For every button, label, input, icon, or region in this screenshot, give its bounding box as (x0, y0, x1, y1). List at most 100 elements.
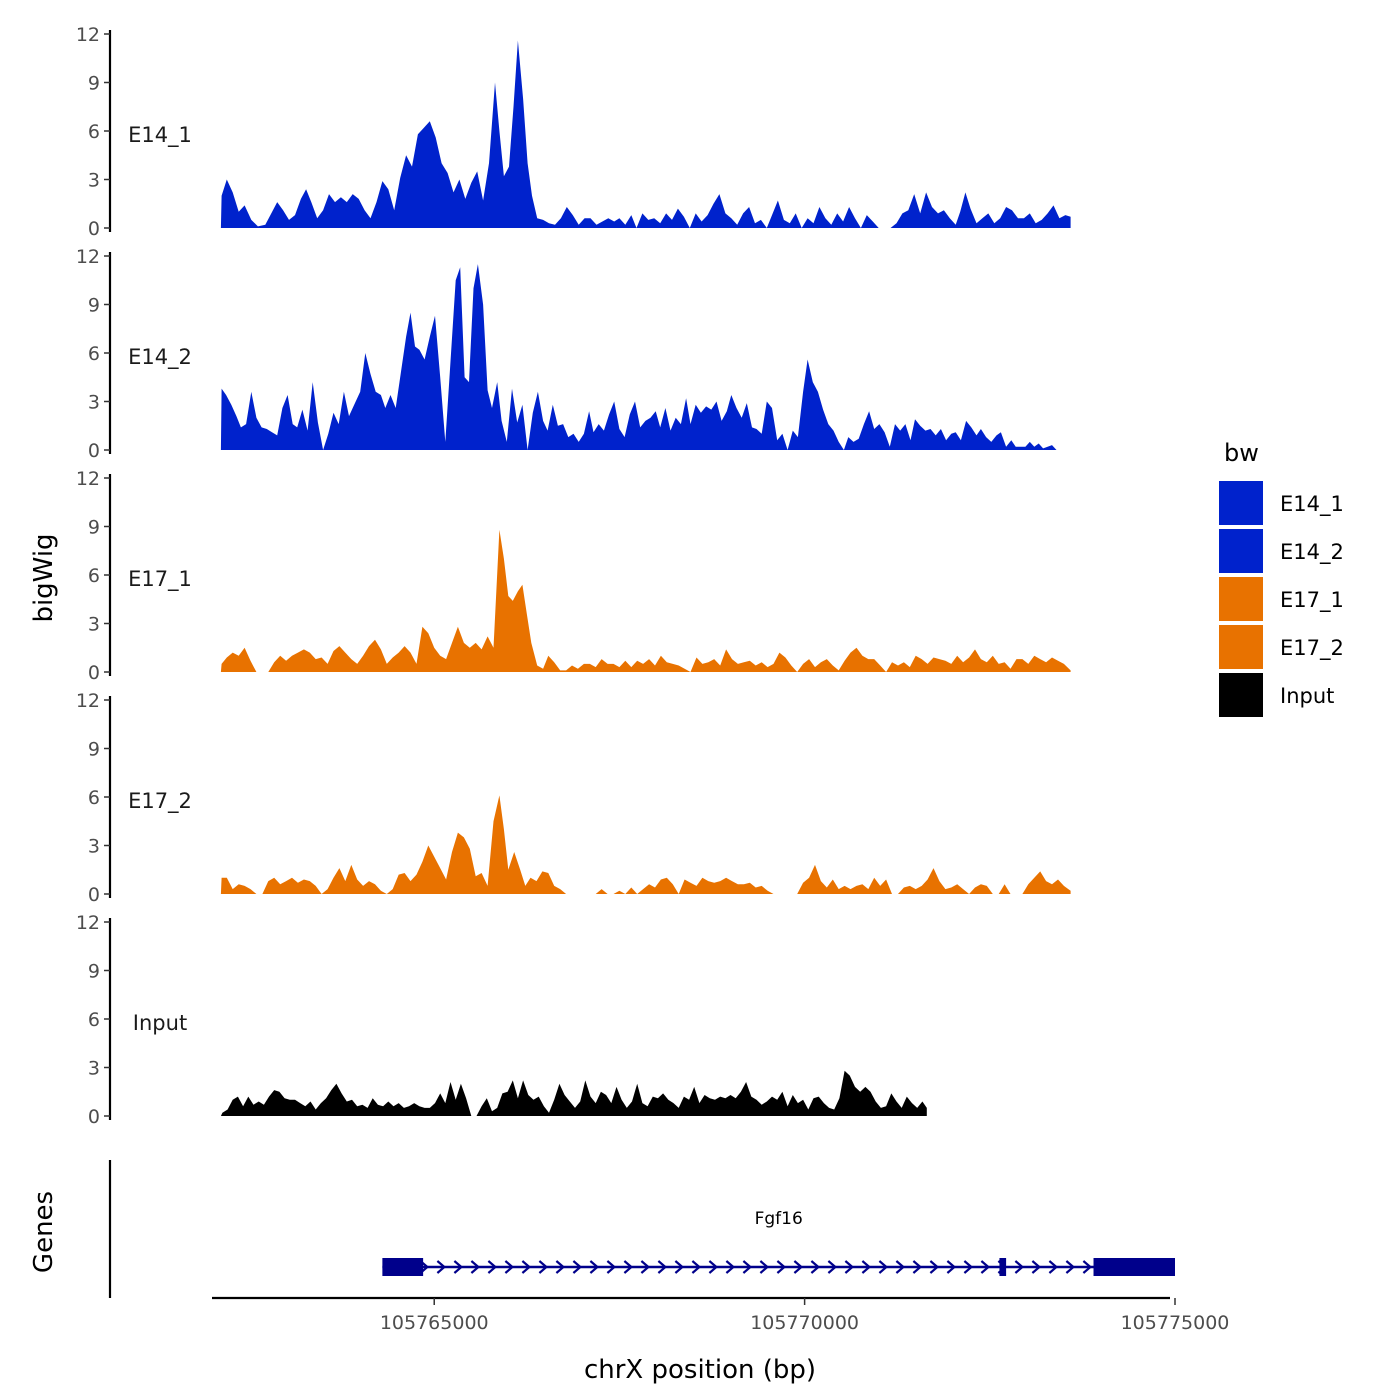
strand-arrow-icon (453, 1260, 464, 1274)
strand-arrow-icon (606, 1260, 617, 1274)
track-label: E14_1 (128, 123, 192, 148)
strand-arrow-icon (793, 1260, 804, 1274)
strand-arrow-icon (504, 1260, 515, 1274)
legend-label: E17_2 (1280, 636, 1344, 661)
strand-arrow-icon (640, 1260, 651, 1274)
track-label: E17_1 (128, 567, 192, 592)
legend-swatch (1219, 481, 1263, 525)
signal-area (220, 264, 1071, 450)
signal-area (220, 529, 1071, 672)
y-tick-label: 0 (88, 218, 100, 240)
strand-arrow-icon (980, 1260, 991, 1274)
gene-exon (382, 1258, 424, 1276)
strand-arrow-icon (776, 1260, 787, 1274)
strand-arrow-icon (742, 1260, 753, 1274)
strand-arrow-icon (521, 1260, 532, 1274)
x-tick-label: 105770000 (750, 1312, 859, 1334)
strand-arrow-icon (946, 1260, 957, 1274)
y-tick-label: 6 (88, 1009, 100, 1031)
strand-arrow-icon (810, 1260, 821, 1274)
strand-arrow-icon (878, 1260, 889, 1274)
legend-swatch (1219, 625, 1263, 669)
legend-swatch (1219, 577, 1263, 621)
y-tick-label: 9 (88, 73, 100, 95)
strand-arrow-icon (725, 1260, 736, 1274)
signal-area (220, 795, 1071, 894)
y-tick-label: 3 (88, 614, 100, 636)
y-tick-label: 0 (88, 440, 100, 462)
y-tick-label: 9 (88, 517, 100, 539)
strand-arrow-icon (861, 1260, 872, 1274)
strand-arrow-icon (963, 1260, 974, 1274)
track-e14_1: 0 3 6 9 12 E14_1 (76, 24, 1071, 240)
strand-arrow-icon (1082, 1260, 1093, 1274)
strand-arrow-icon (844, 1260, 855, 1274)
strand-arrow-icon (1031, 1260, 1042, 1274)
strand-arrow-icon (538, 1260, 549, 1274)
y-tick-label: 6 (88, 343, 100, 365)
legend-title: bw (1224, 439, 1259, 467)
track-label: E17_2 (128, 789, 192, 814)
gene-exon (999, 1258, 1007, 1276)
y-tick-label: 12 (76, 246, 100, 268)
y-tick-label: 6 (88, 565, 100, 587)
legend-label: E14_2 (1280, 540, 1344, 565)
strand-arrow-icon (691, 1260, 702, 1274)
y-tick-label: 12 (76, 912, 100, 934)
signal-area (220, 40, 1071, 228)
y-tick-label: 9 (88, 961, 100, 983)
y-tick-label: 6 (88, 121, 100, 143)
y-axis-title: bigWig (29, 533, 59, 622)
y-tick-label: 6 (88, 787, 100, 809)
gene-name-label: Fgf16 (755, 1209, 803, 1229)
strand-arrow-icon (555, 1260, 566, 1274)
strand-arrow-icon (436, 1260, 447, 1274)
track-e17_1: 0 3 6 9 12 E17_1 (76, 468, 1071, 684)
y-tick-label: 12 (76, 24, 100, 46)
strand-arrow-icon (674, 1260, 685, 1274)
y-tick-label: 3 (88, 1058, 100, 1080)
strand-arrow-icon (827, 1260, 838, 1274)
legend: bw E14_1 E14_2 E17_1 E17_2 Input (1219, 439, 1344, 717)
strand-arrow-icon (759, 1260, 770, 1274)
track-e14_2: 0 3 6 9 12 E14_2 (76, 246, 1071, 462)
y-tick-label: 3 (88, 392, 100, 414)
strand-arrow-icon (1048, 1260, 1059, 1274)
strand-arrow-icon (895, 1260, 906, 1274)
y-tick-label: 0 (88, 1106, 100, 1128)
track-label: E14_2 (128, 345, 192, 370)
y-tick-label: 9 (88, 295, 100, 317)
strand-arrow-icon (912, 1260, 923, 1274)
legend-label: E14_1 (1280, 492, 1344, 517)
y-tick-label: 12 (76, 690, 100, 712)
gene-exon (1093, 1258, 1175, 1276)
y-tick-label: 9 (88, 739, 100, 761)
y-tick-label: 3 (88, 170, 100, 192)
track-e17_2: 0 3 6 9 12 E17_2 (76, 690, 1071, 906)
track-input: 0 3 6 9 12 Input (76, 912, 927, 1128)
x-axis-title: chrX position (bp) (584, 1355, 816, 1385)
y-tick-label: 12 (76, 468, 100, 490)
y-tick-label: 3 (88, 836, 100, 858)
strand-arrow-icon (1065, 1260, 1076, 1274)
y-tick-label: 0 (88, 884, 100, 906)
gene-track: Fgf16 (108, 1160, 1175, 1298)
genes-axis-title: Genes (29, 1191, 59, 1273)
signal-tracks: 0 3 6 9 12 E14_1 0 3 6 9 12 E14_2 0 3 6 9 12 E17_1 0 3 6 9 12 E… (76, 24, 1071, 1128)
strand-arrow-icon (1014, 1260, 1025, 1274)
x-axis: 105765000 105770000 105775000 (212, 1296, 1229, 1334)
strand-arrow-icon (657, 1260, 668, 1274)
strand-arrow-icon (470, 1260, 481, 1274)
legend-label: Input (1280, 684, 1334, 708)
strand-arrow-icon (708, 1260, 719, 1274)
strand-arrow-icon (623, 1260, 634, 1274)
track-label: Input (133, 1011, 187, 1035)
y-tick-label: 0 (88, 662, 100, 684)
strand-arrow-icon (589, 1260, 600, 1274)
strand-arrow-icon (487, 1260, 498, 1274)
legend-label: E17_1 (1280, 588, 1344, 613)
strand-arrow-icon (929, 1260, 940, 1274)
x-tick-label: 105765000 (380, 1312, 489, 1334)
strand-arrow-icon (572, 1260, 583, 1274)
